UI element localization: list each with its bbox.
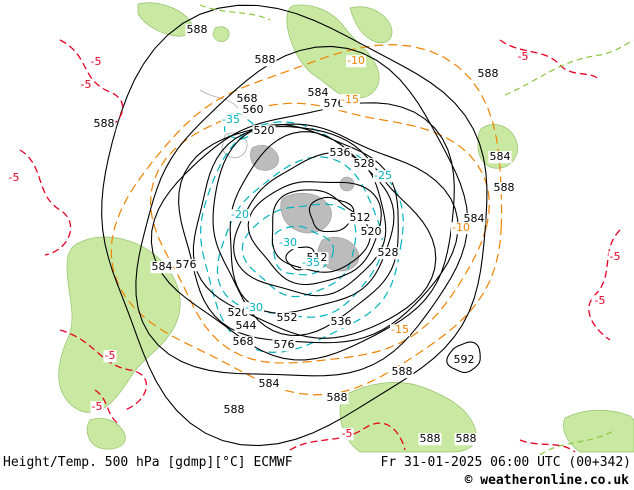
temp-red-seg (588, 229, 621, 341)
temp-green-seg (539, 429, 616, 455)
height-contour-528 (247, 181, 382, 286)
temp-contour--30 (241, 203, 357, 298)
temp-red-seg (59, 39, 124, 131)
height-contour-576 (150, 102, 455, 361)
temp-green-seg (504, 39, 634, 96)
temp-contour--35 (224, 113, 256, 140)
height-contour-552 (212, 123, 399, 336)
height-contour-544 (229, 131, 395, 314)
land-bottom-right (563, 409, 634, 453)
land-left (58, 236, 181, 413)
map-svg (19, 2, 634, 455)
height-contour-520 (271, 189, 371, 273)
temp-red-seg (59, 329, 148, 411)
temp-contour--15 (149, 102, 491, 364)
temp-contours-green (199, 4, 634, 455)
temp-red-seg (519, 439, 576, 453)
temp-red-seg (94, 389, 121, 426)
temp-contour--25 (216, 156, 383, 318)
valid-time-label: Fr 31-01-2025 06:00 UTC (00+342) (380, 455, 631, 470)
temp-contours-cyan (199, 113, 404, 354)
height-contour-512 (285, 246, 315, 271)
caption-bar: Height/Temp. 500 hPa [gdmp][°C] ECMWF Fr… (0, 455, 634, 490)
copyright-link[interactable]: © weatheronline.co.uk (464, 473, 629, 488)
ice-blob-4 (339, 176, 355, 192)
land-bottom-left-islet (86, 418, 126, 450)
height-contour-568 (178, 123, 459, 344)
temp-contour--10 (110, 43, 503, 396)
product-label: Height/Temp. 500 hPa [gdmp][°C] ECMWF (3, 455, 293, 470)
temp-red-seg (499, 39, 601, 81)
temp-red-seg (289, 422, 406, 451)
height-contour-584 (135, 45, 469, 377)
temp-red-seg (19, 149, 72, 256)
height-contour-560 (192, 125, 437, 339)
height-contour-592 (446, 341, 481, 374)
land-areas (58, 2, 634, 453)
temp-green-seg (199, 4, 271, 21)
temp-contour--20 (199, 121, 404, 354)
land-bottom-center (339, 382, 477, 453)
ice-blob-1 (280, 192, 332, 234)
temp-contours-red (19, 39, 621, 453)
land-top-left (137, 2, 192, 37)
land-top-left-islet (212, 26, 230, 42)
temp-contour--35 (271, 225, 335, 276)
temp-contours-orange (110, 43, 503, 396)
ice-blob-3 (250, 144, 279, 171)
map-canvas: 588 588 568 560 520 584 576 536 528 588 588 584 588 5… (7, 2, 634, 455)
height-contours (101, 4, 488, 447)
height-contour-588 (101, 4, 488, 447)
land-top-center-2 (349, 6, 393, 44)
